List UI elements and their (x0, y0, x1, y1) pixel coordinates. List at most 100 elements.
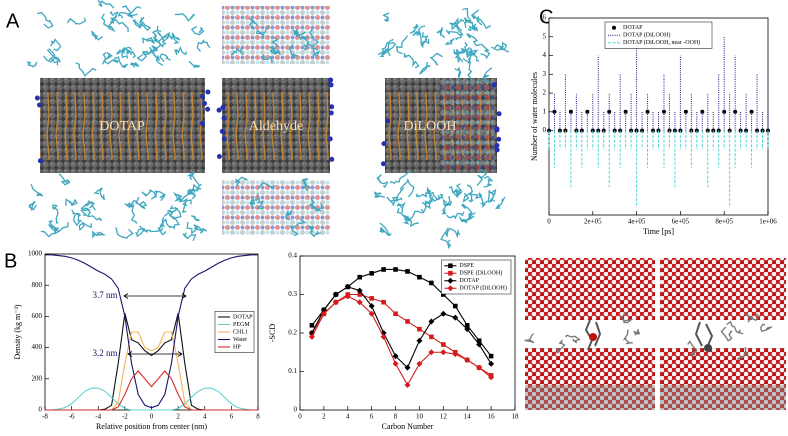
headgroup (491, 82, 497, 88)
marker (476, 341, 483, 348)
y-tick-label: 600 (32, 312, 43, 320)
peg-chain (262, 54, 273, 63)
peg-chain (271, 36, 281, 56)
peg-chain (476, 168, 488, 187)
peg-chain (475, 15, 492, 30)
marker (405, 269, 410, 274)
data-point (683, 109, 688, 114)
peg-chain (72, 213, 83, 227)
peg-chain (491, 45, 510, 53)
membrane-label: Aldehyde (249, 119, 303, 134)
x-tick-label: 6e+05 (672, 218, 690, 226)
peg-chain (726, 320, 744, 335)
x-tick-label: 12 (440, 413, 448, 421)
peg-chain (687, 340, 698, 357)
legend-label: DOTAP (623, 25, 643, 31)
molecular-renders (26, 0, 786, 410)
lipid-tails (40, 92, 205, 160)
peg-chain (192, 183, 202, 193)
x-axis-label: Carbon Number (382, 422, 434, 431)
peg-chain (759, 323, 773, 332)
y-tick-label: 0.4 (288, 252, 297, 260)
oxidized-groups (440, 80, 495, 170)
legend-label: HP (233, 344, 241, 350)
headgroup (34, 95, 40, 101)
peg-chain (622, 329, 633, 345)
peg-chain (174, 12, 196, 22)
series-line (45, 387, 258, 411)
marker (476, 338, 482, 343)
peg-chain (469, 47, 479, 56)
peg-chain (150, 190, 167, 202)
x-tick-label: -6 (69, 413, 75, 421)
peg-chain (495, 196, 506, 210)
marker (357, 292, 363, 297)
peg-chain (289, 218, 307, 237)
peg-chain (412, 25, 426, 37)
peg-chain (382, 12, 390, 22)
water-slab (660, 348, 786, 410)
y-axis-label: Number of water molecules (530, 72, 539, 161)
headgroup (205, 106, 211, 112)
peg-chain (451, 18, 465, 32)
peg-chain (65, 198, 78, 207)
peg-chain (135, 200, 148, 210)
dimension-arrow (127, 351, 183, 357)
series-line (311, 293, 492, 376)
legend-label: DOTAP (459, 278, 479, 284)
peg-chain (97, 0, 115, 9)
peg-chain (446, 211, 465, 220)
peg-chain (478, 192, 486, 209)
peg-chain (389, 171, 412, 185)
marker (381, 299, 386, 305)
marker (381, 267, 386, 272)
peg-chain (488, 188, 497, 203)
peg-chain (53, 227, 60, 234)
legend-label: DOTAP (DiLOOH) (459, 285, 506, 292)
marker (369, 296, 374, 301)
marker (429, 280, 434, 286)
peg-chain (130, 62, 140, 68)
y-tick-label: 0.2 (288, 329, 297, 337)
x-tick-label: 1e+06 (759, 218, 777, 226)
peg-chain (441, 195, 451, 215)
peg-chain (453, 49, 464, 63)
peg-chain (92, 230, 107, 239)
peg-chain (26, 61, 38, 68)
peg-chain (442, 198, 453, 207)
peg-chain (85, 200, 96, 211)
peg-chain (445, 29, 463, 41)
peg-chain (91, 30, 104, 41)
x-tick-label: 4e+05 (628, 218, 646, 226)
peg-chain (187, 189, 197, 200)
peg-chain (483, 175, 493, 188)
peg-chain (48, 219, 59, 232)
x-tick-label: 10 (416, 413, 424, 421)
peg-chain (132, 19, 143, 29)
marker (308, 333, 315, 340)
peg-chain (633, 328, 641, 336)
marker (464, 326, 471, 333)
marker (476, 364, 483, 371)
marker (320, 306, 327, 313)
peg-chain (737, 346, 748, 360)
peg-chain (186, 170, 200, 186)
marker (417, 326, 422, 332)
headgroup (202, 101, 208, 107)
peg-chain (419, 61, 431, 75)
peg-chain (420, 201, 430, 214)
data-point (568, 109, 573, 114)
peg-chain (134, 227, 149, 238)
peg-chain (445, 38, 455, 46)
peg-chain (468, 192, 480, 203)
peg-chain (190, 25, 205, 36)
x-tick-label: 6 (370, 413, 374, 421)
peg-chain (403, 51, 420, 69)
peg-chain (141, 189, 157, 198)
peg-chain (453, 48, 467, 56)
y-tick-label: 0.1 (288, 367, 297, 375)
marker (369, 271, 374, 276)
peg-chain (420, 32, 429, 47)
lipid-chain (584, 319, 602, 351)
headgroup (37, 158, 43, 164)
